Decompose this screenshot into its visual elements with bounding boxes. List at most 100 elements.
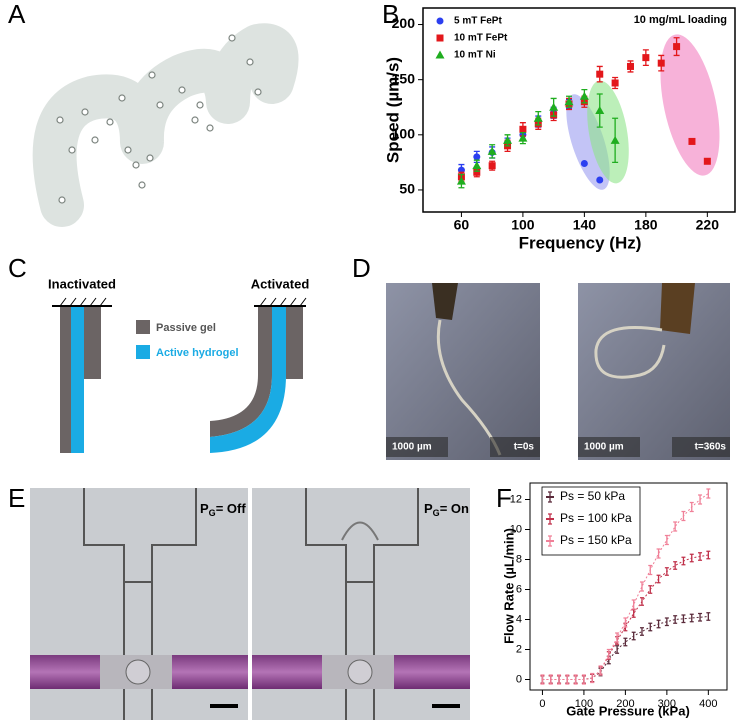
x-tick-label: 200 xyxy=(616,698,634,710)
panel-label: F xyxy=(496,483,512,513)
subscript: G xyxy=(209,508,216,518)
error-bar xyxy=(631,609,636,618)
marker xyxy=(610,135,620,144)
error-bar xyxy=(590,672,595,684)
marker xyxy=(673,43,681,51)
time-label: t=360s xyxy=(695,442,727,453)
error-bar xyxy=(615,645,620,654)
x-tick-label: 100 xyxy=(511,217,535,233)
state-label: PG= Off xyxy=(200,501,246,518)
marker xyxy=(456,176,466,185)
legend-label: 5 mT FePt xyxy=(454,16,502,27)
x-tick-label: 400 xyxy=(699,698,717,710)
marker xyxy=(579,91,589,100)
legend-label: Active hydrogel xyxy=(156,347,239,359)
y-axis-label: Speed (µm/s) xyxy=(383,57,402,163)
error-bar xyxy=(706,550,711,560)
error-bar xyxy=(689,553,694,563)
error-bar xyxy=(573,674,578,685)
error-bar xyxy=(631,631,636,641)
error-bar xyxy=(706,488,711,499)
error-bar xyxy=(565,674,570,685)
error-bar xyxy=(631,599,636,610)
error-bar xyxy=(673,561,678,570)
y-tick-label: 150 xyxy=(392,70,416,86)
error-bar xyxy=(598,665,603,676)
x-tick-label: 100 xyxy=(575,698,593,710)
legend-box xyxy=(541,486,641,556)
x-axis-label: Frequency (Hz) xyxy=(519,233,642,252)
y-tick-label: 100 xyxy=(392,126,416,142)
error-bar xyxy=(656,619,661,629)
x-tick-label: 300 xyxy=(658,698,676,710)
legend-label: 10 mT Ni xyxy=(454,50,496,61)
panel-label: B xyxy=(382,0,399,29)
error-bar xyxy=(689,613,694,623)
marker xyxy=(488,162,496,170)
marker xyxy=(688,137,696,145)
legend-label: Ps = 150 kPa xyxy=(560,533,632,547)
helix-illustration xyxy=(32,23,299,227)
line xyxy=(542,554,709,680)
marker xyxy=(436,34,444,42)
marker xyxy=(533,113,543,122)
error-bar xyxy=(698,612,703,622)
panel-label: E xyxy=(8,483,25,513)
state-label: Inactivated xyxy=(48,276,116,291)
marker xyxy=(473,153,481,161)
scale-label: 1000 µm xyxy=(392,442,432,453)
marker xyxy=(564,97,574,106)
error-bar xyxy=(648,585,653,594)
marker xyxy=(549,102,559,111)
x-tick-label: 220 xyxy=(696,217,720,233)
error-bar xyxy=(681,510,686,522)
marker xyxy=(657,59,665,67)
annotation: 10 mg/mL loading xyxy=(634,14,727,26)
error-bar xyxy=(615,632,620,643)
error-bar xyxy=(673,521,678,532)
state: = On xyxy=(440,501,469,516)
error-bar xyxy=(548,674,553,685)
x-tick-label: 60 xyxy=(454,217,470,233)
y-tick-label: 6 xyxy=(516,583,522,595)
x-tick-label: 140 xyxy=(573,217,597,233)
legend-label: Ps = 50 kPa xyxy=(560,489,625,503)
legend-label: Ps = 100 kPa xyxy=(560,511,632,525)
y-tick-label: 50 xyxy=(399,181,415,197)
error-bar xyxy=(681,556,686,566)
marker xyxy=(626,62,634,70)
marker xyxy=(503,135,513,144)
error-bar xyxy=(648,564,653,576)
marker xyxy=(703,157,711,165)
panel-label: D xyxy=(352,253,371,283)
y-tick-label: 200 xyxy=(392,15,416,31)
legend-label: Passive gel xyxy=(156,322,216,334)
error-bar xyxy=(540,674,545,685)
marker xyxy=(596,176,604,184)
photo xyxy=(386,283,730,460)
error-bar xyxy=(698,494,703,505)
x-tick-label: 180 xyxy=(634,217,658,233)
y-tick-label: 8 xyxy=(516,553,522,565)
panel-label: C xyxy=(8,253,27,283)
error-bar xyxy=(623,617,628,628)
highlight xyxy=(660,34,720,176)
y-tick-label: 10 xyxy=(510,523,522,535)
highlight xyxy=(587,80,629,184)
y-axis-label: Flow Rate (µL/min) xyxy=(501,528,516,644)
marker xyxy=(519,125,527,133)
plot-frame xyxy=(529,482,728,691)
marker xyxy=(472,161,482,170)
marker xyxy=(436,17,444,25)
error-bar xyxy=(664,617,669,627)
state-label: PG= On xyxy=(424,501,469,518)
legend-label: 10 mT FePt xyxy=(454,33,508,44)
state-label: Activated xyxy=(251,276,310,291)
marker xyxy=(435,50,445,59)
marker xyxy=(580,159,588,167)
line xyxy=(542,493,709,680)
error-bar xyxy=(648,622,653,632)
error-bar xyxy=(639,627,644,636)
marker xyxy=(611,79,619,87)
